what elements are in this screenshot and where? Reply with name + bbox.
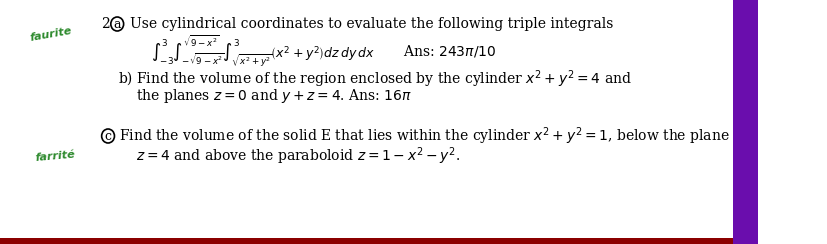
- Text: a: a: [113, 18, 121, 30]
- Text: Use cylindrical coordinates to evaluate the following triple integrals: Use cylindrical coordinates to evaluate …: [130, 17, 613, 31]
- Text: $\int_{-3}^{3}\int_{-\sqrt{9-x^2}}^{\sqrt{9-x^2}}\int_{\sqrt{x^2+y^2}}^{3}\left(: $\int_{-3}^{3}\int_{-\sqrt{9-x^2}}^{\sqr…: [151, 33, 375, 69]
- Bar: [732, 0, 758, 244]
- Text: c: c: [104, 130, 112, 142]
- Bar: [0, 238, 758, 244]
- Text: 2: 2: [101, 17, 109, 31]
- Text: $z=4$ and above the paraboloid $z=1-x^2-y^2$.: $z=4$ and above the paraboloid $z=1-x^2-…: [136, 145, 459, 167]
- Text: Find the volume of the region enclosed by the cylinder $x^2+y^2=4$ and: Find the volume of the region enclosed b…: [136, 68, 630, 90]
- Text: b): b): [119, 72, 133, 86]
- Text: Ans: $243\pi/10$: Ans: $243\pi/10$: [403, 43, 495, 59]
- Text: Find the volume of the solid E that lies within the cylinder $x^2+y^2=1$, below : Find the volume of the solid E that lies…: [119, 125, 729, 147]
- Text: faurite: faurite: [29, 25, 72, 43]
- Text: farrité: farrité: [35, 149, 75, 163]
- Text: the planes $z=0$ and $y+z=4$. Ans: $16\pi$: the planes $z=0$ and $y+z=4$. Ans: $16\p…: [136, 87, 411, 105]
